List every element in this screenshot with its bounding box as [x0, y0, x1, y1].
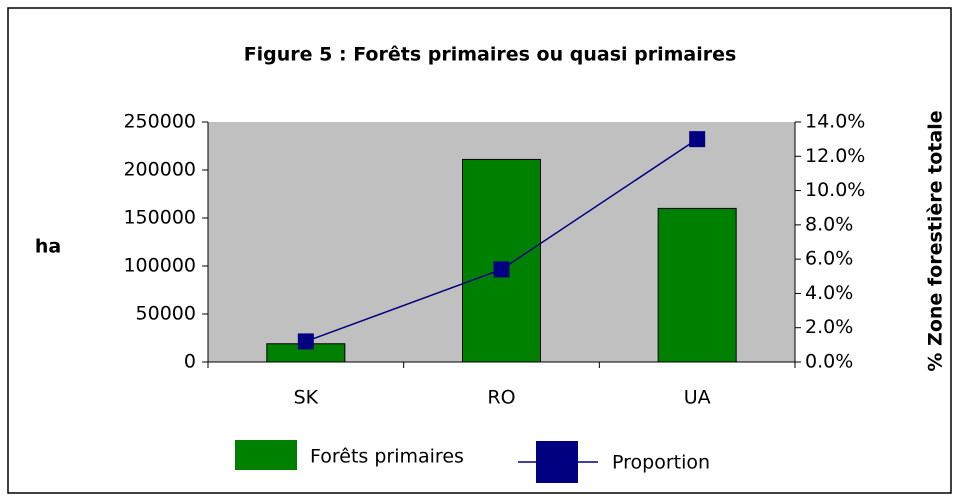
legend-label: Forêts primaires	[310, 446, 464, 468]
y-tick-label: 100000	[123, 255, 196, 277]
legend-marker	[536, 441, 578, 483]
y-tick-label: 50000	[136, 303, 196, 325]
x-tick-label: UA	[684, 387, 711, 409]
y-tick-label: 200000	[123, 159, 196, 181]
legend-swatch	[235, 440, 297, 470]
y-tick-label: 250000	[123, 111, 196, 133]
x-tick-label: SK	[294, 387, 319, 409]
line-marker	[297, 333, 314, 350]
y2-tick-label: 8.0%	[805, 213, 853, 235]
y2-tick-label: 14.0%	[805, 111, 865, 133]
bar	[657, 207, 737, 363]
y2-tick-label: 12.0%	[805, 145, 865, 167]
y-axis-label: ha	[35, 236, 61, 258]
y2-tick-label: 0.0%	[805, 351, 853, 373]
chart-title: Figure 5 : Forêts primaires ou quasi pri…	[244, 44, 737, 66]
bar	[462, 158, 541, 363]
line-marker	[689, 131, 706, 148]
y2-tick-label: 2.0%	[805, 316, 853, 338]
y-tick-label: 0	[184, 351, 196, 373]
line-marker	[493, 261, 510, 278]
legend-label: Proportion	[612, 452, 710, 474]
y2-axis-label: % Zone forestière totale	[925, 110, 947, 371]
y-tick-label: 150000	[123, 207, 196, 229]
y2-tick-label: 6.0%	[805, 248, 853, 270]
y2-tick-label: 4.0%	[805, 282, 853, 304]
x-tick-label: RO	[487, 387, 515, 409]
y2-tick-label: 10.0%	[805, 179, 865, 201]
